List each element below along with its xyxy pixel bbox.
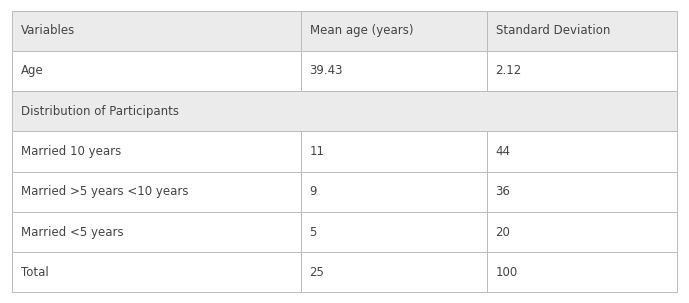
Bar <box>487 11 677 51</box>
Text: Married 10 years: Married 10 years <box>21 145 121 158</box>
Text: Standard Deviation: Standard Deviation <box>495 24 610 37</box>
Text: Total: Total <box>21 266 48 279</box>
Text: 2.12: 2.12 <box>495 65 522 78</box>
Bar <box>487 132 677 171</box>
Text: 9: 9 <box>309 185 317 198</box>
Bar <box>487 212 677 252</box>
Bar <box>12 51 301 91</box>
Bar <box>301 212 487 252</box>
Bar <box>301 51 487 91</box>
Bar <box>301 132 487 171</box>
Text: Distribution of Participants: Distribution of Participants <box>21 105 178 118</box>
Bar <box>12 252 301 292</box>
Bar <box>12 11 301 51</box>
Bar <box>487 171 677 212</box>
Bar <box>301 252 487 292</box>
Bar <box>301 11 487 51</box>
Text: 11: 11 <box>309 145 325 158</box>
Text: Mean age (years): Mean age (years) <box>309 24 413 37</box>
Text: Married <5 years: Married <5 years <box>21 225 123 238</box>
Bar <box>487 252 677 292</box>
Text: 20: 20 <box>495 225 511 238</box>
Text: 36: 36 <box>495 185 511 198</box>
Text: Variables: Variables <box>21 24 75 37</box>
Bar <box>487 51 677 91</box>
Text: 5: 5 <box>309 225 317 238</box>
Text: Married >5 years <10 years: Married >5 years <10 years <box>21 185 188 198</box>
Bar <box>12 91 677 132</box>
Text: 25: 25 <box>309 266 325 279</box>
Bar <box>12 212 301 252</box>
Bar <box>301 171 487 212</box>
Text: 39.43: 39.43 <box>309 65 343 78</box>
Text: 100: 100 <box>495 266 518 279</box>
Bar <box>12 171 301 212</box>
Text: 44: 44 <box>495 145 511 158</box>
Text: Age: Age <box>21 65 43 78</box>
Bar <box>12 132 301 171</box>
